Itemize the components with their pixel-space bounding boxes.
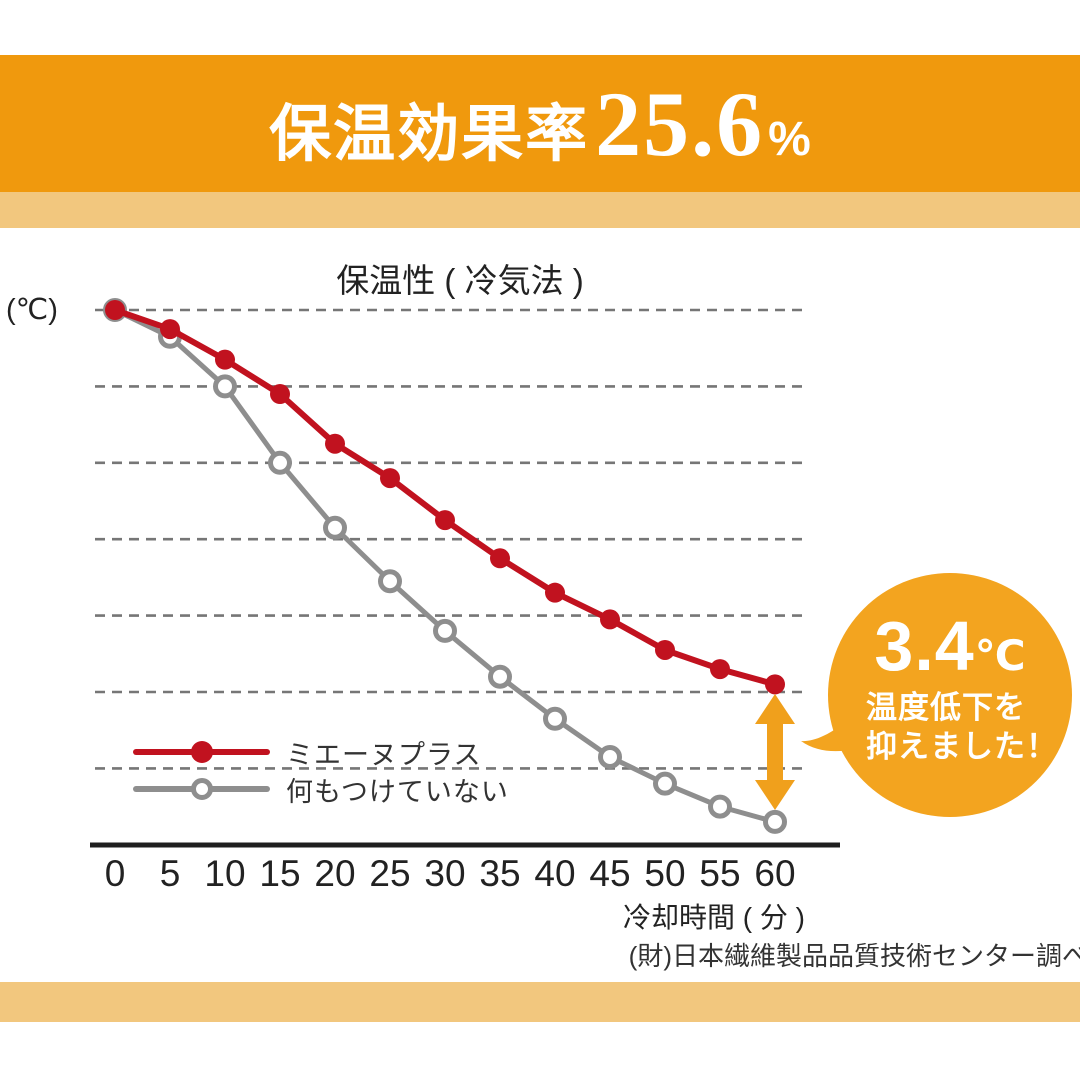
x-tick-label: 25	[369, 853, 411, 894]
badge-caption: 温度低下を 抑えました！	[866, 688, 1058, 766]
badge-caption-line1: 温度低下を	[866, 690, 1026, 725]
header-sub-band	[0, 192, 1080, 228]
badge-caption-line2: 抑えました！	[866, 729, 1058, 764]
x-tick-label: 30	[424, 853, 466, 894]
page-title: 保温効果率 25.6 %	[269, 71, 811, 177]
legend-red-filled-circle-icon	[191, 741, 213, 763]
x-tick-label: 45	[589, 853, 631, 894]
badge-degree-unit: ℃	[974, 632, 1026, 679]
legend-gray-open-circle-icon	[191, 778, 213, 800]
header-band: 保温効果率 25.6 %	[0, 55, 1080, 192]
footer-band	[0, 982, 1080, 1022]
chart-title: 保温性 ( 冷気法 )	[336, 262, 584, 299]
x-tick-label: 50	[644, 853, 686, 894]
x-tick-label: 60	[754, 853, 796, 894]
legend-item-nothing: 何もつけていない	[133, 775, 509, 807]
title-unit: %	[768, 112, 811, 166]
x-tick-label: 35	[479, 853, 521, 894]
x-tick-label: 10	[204, 853, 246, 894]
legend-item-mieenu-plus: ミエーヌプラス	[133, 738, 481, 770]
title-prefix: 保温効果率	[269, 99, 590, 169]
badge-number: 3.4	[874, 607, 975, 685]
legend-label: ミエーヌプラス	[286, 739, 482, 770]
x-axis-title: 冷却時間 ( 分 )	[623, 902, 805, 933]
x-tick-label: 55	[699, 853, 741, 894]
badge-temperature-value: 3.4℃	[850, 606, 1050, 686]
y-axis-unit-label: (℃)	[6, 294, 58, 326]
x-tick-label: 0	[104, 853, 126, 894]
x-tick-label: 5	[159, 853, 181, 894]
x-tick-label: 15	[259, 853, 301, 894]
legend-label: 何もつけていない	[286, 776, 509, 807]
title-value: 25.6	[595, 72, 765, 175]
source-note: (財)日本繊維製品品質技術センター調べ	[628, 941, 1080, 971]
x-tick-label: 40	[534, 853, 576, 894]
x-tick-label: 20	[314, 853, 356, 894]
